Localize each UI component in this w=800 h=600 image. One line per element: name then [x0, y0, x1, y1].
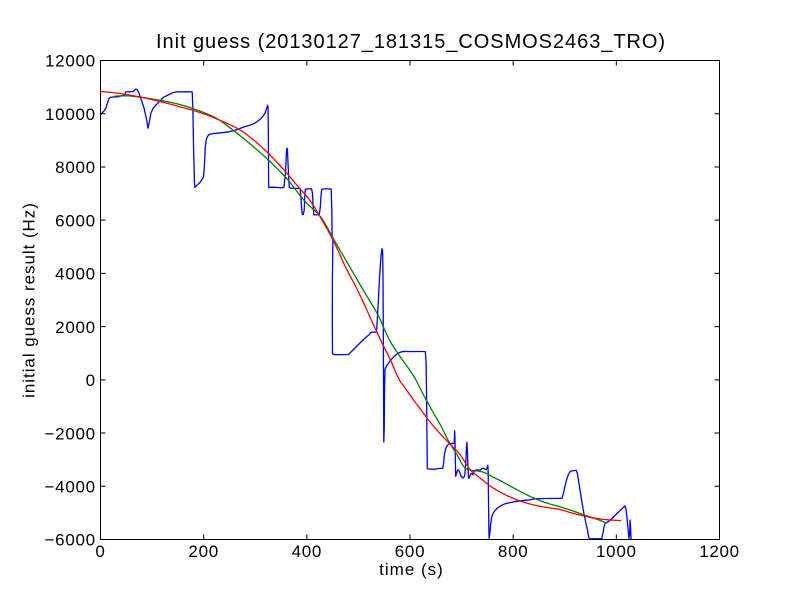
- svg-text:800: 800: [498, 542, 528, 561]
- svg-text:6000: 6000: [55, 211, 96, 230]
- svg-text:−2000: −2000: [45, 424, 96, 443]
- svg-text:1000: 1000: [596, 542, 637, 561]
- svg-text:12000: 12000: [45, 52, 96, 71]
- svg-text:−6000: −6000: [45, 531, 96, 550]
- svg-text:0: 0: [86, 371, 96, 390]
- svg-text:time (s): time (s): [379, 560, 444, 579]
- svg-text:Init guess (20130127_181315_CO: Init guess (20130127_181315_COSMOS2463_T…: [156, 31, 666, 53]
- svg-text:−4000: −4000: [45, 477, 96, 496]
- svg-text:2000: 2000: [55, 318, 96, 337]
- svg-text:10000: 10000: [45, 105, 96, 124]
- svg-text:400: 400: [292, 542, 322, 561]
- svg-text:initial guess result (Hz): initial guess result (Hz): [20, 202, 39, 398]
- svg-text:0: 0: [95, 542, 105, 561]
- svg-text:1200: 1200: [699, 542, 740, 561]
- svg-text:600: 600: [395, 542, 425, 561]
- svg-text:4000: 4000: [55, 265, 96, 284]
- svg-text:200: 200: [188, 542, 218, 561]
- svg-text:8000: 8000: [55, 158, 96, 177]
